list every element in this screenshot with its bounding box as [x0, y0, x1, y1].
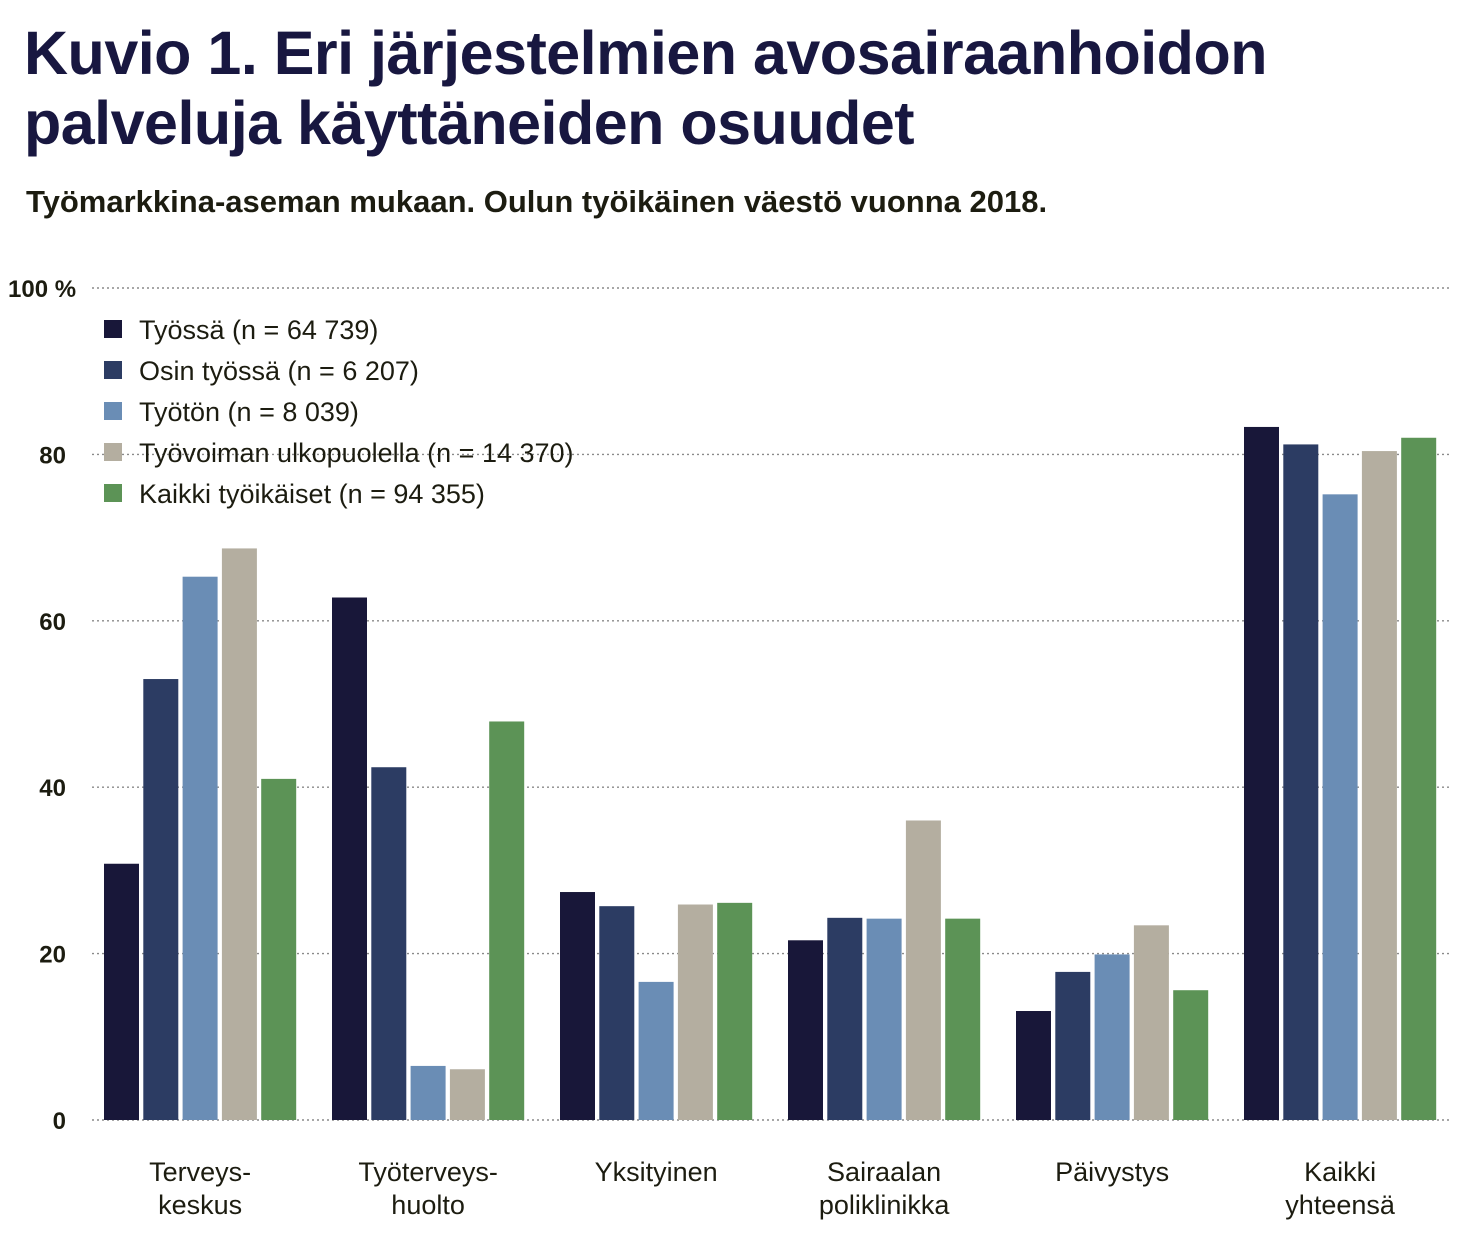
bar [221, 548, 257, 1120]
bar [638, 981, 674, 1120]
x-category-label: Terveys-keskus [149, 1157, 251, 1220]
x-category-label: Työterveys-huolto [358, 1157, 498, 1220]
bar [410, 1065, 446, 1120]
bar [905, 820, 941, 1120]
chart-subtitle: Työmarkkina-aseman mukaan. Oulun työikäi… [26, 184, 1048, 219]
bar [489, 721, 525, 1120]
bar [104, 863, 139, 1120]
y-tick-label: 40 [39, 775, 66, 802]
x-category-label: Päivystys [1055, 1157, 1169, 1187]
legend-swatch [104, 484, 122, 502]
bar [1322, 494, 1358, 1120]
bar [788, 940, 823, 1120]
bar [1094, 954, 1130, 1120]
bar [1016, 1011, 1051, 1120]
bar [866, 918, 902, 1120]
bar [449, 1069, 485, 1120]
legend-swatch [104, 320, 122, 338]
bars [104, 426, 1437, 1121]
bar [261, 778, 297, 1120]
chart-title: Kuvio 1. Eri järjestelmien avosairaanhoi… [24, 18, 1444, 158]
bar [332, 597, 367, 1120]
legend: Työssä (n = 64 739) Osin työssä (n = 6 20… [104, 315, 574, 509]
bar [1173, 990, 1209, 1120]
bar [945, 918, 981, 1120]
y-tick-label: 20 [39, 942, 66, 969]
legend-label: Työtön (n = 8 039) [139, 397, 359, 427]
chart-title-line-1: Kuvio 1. Eri järjestelmien avosairaanhoi… [24, 19, 1267, 87]
legend-swatch [104, 361, 122, 379]
bar [182, 576, 218, 1120]
legend-swatch [104, 443, 122, 461]
bar [1401, 437, 1437, 1120]
chart-title-line-2: palveluja käyttäneiden osuudet [24, 89, 915, 157]
bar [1055, 971, 1091, 1120]
bar [599, 906, 635, 1120]
y-axis-ticks: 0 20 40 60 80 100 % [8, 276, 76, 1135]
bar [371, 767, 407, 1120]
bar [827, 917, 863, 1120]
legend-label: Osin työssä (n = 6 207) [139, 356, 419, 386]
bar [560, 892, 595, 1120]
x-axis-categories: Terveys-keskus Työterveys-huolto Yksityine… [149, 1157, 1396, 1220]
x-category-label: Kaikki yhteensä [1285, 1157, 1396, 1220]
y-tick-label: 80 [39, 442, 66, 469]
x-category-label: Yksityinen [595, 1157, 718, 1187]
y-tick-label: 100 % [8, 276, 76, 303]
legend-swatch [104, 402, 122, 420]
bar [1133, 925, 1169, 1120]
gridlines [92, 287, 1450, 1121]
y-tick-label: 60 [39, 609, 66, 636]
bar [717, 902, 753, 1120]
legend-label: Työssä (n = 64 739) [139, 315, 378, 345]
legend-label: Työvoiman ulkopuolella (n = 14 370) [139, 438, 574, 468]
x-category-label: Sairaalan poliklinikka [819, 1157, 951, 1220]
bar [1283, 444, 1319, 1120]
bar [143, 679, 179, 1120]
bar [1244, 426, 1279, 1121]
bar [677, 904, 713, 1120]
legend-label: Kaikki työikäiset (n = 94 355) [139, 479, 485, 509]
y-tick-label: 0 [53, 1108, 66, 1135]
bar [1361, 451, 1397, 1120]
